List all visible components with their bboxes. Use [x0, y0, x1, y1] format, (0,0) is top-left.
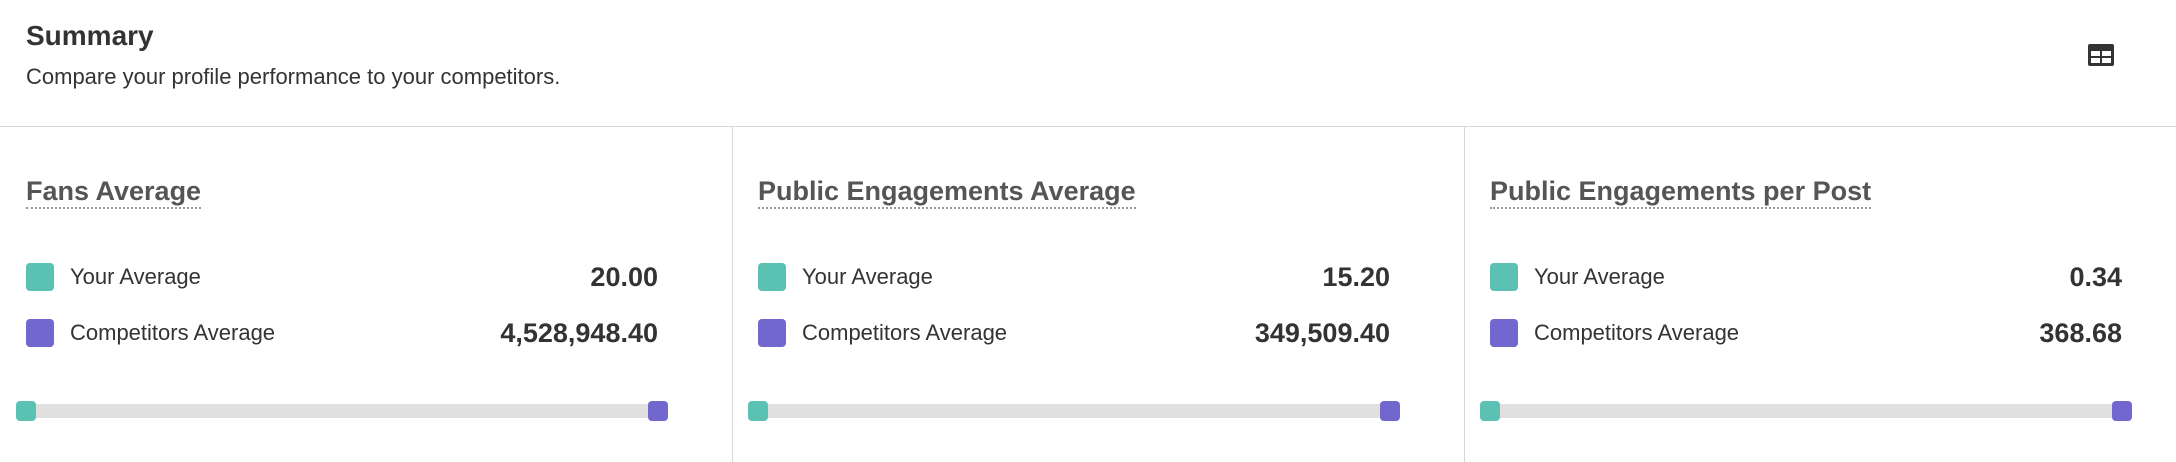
legend-swatch: [758, 319, 786, 347]
table-view-button[interactable]: [2087, 43, 2115, 67]
row-value: 15.20: [1322, 262, 1390, 292]
metric-card: Public Engagements per Post Your Average 0…: [1464, 127, 2176, 462]
divider: [0, 126, 2176, 127]
slider-handle: [1380, 401, 1400, 421]
row-value: 0.34: [2069, 262, 2122, 292]
slider-handle: [16, 401, 36, 421]
card-separator: [732, 127, 733, 462]
row-value: 368.68: [2039, 318, 2122, 348]
slider-handle: [748, 401, 768, 421]
row-label: Your Average: [1534, 264, 1665, 289]
card-title: Fans Average: [26, 175, 202, 209]
card-title: Public Engagements per Post: [1490, 175, 1872, 209]
legend-swatch: [758, 263, 786, 291]
metric-card: Public Engagements Average Your Average 15…: [732, 127, 1464, 462]
slider-handle: [648, 401, 668, 421]
slider-handle: [1480, 401, 1500, 421]
card-title: Public Engagements Average: [758, 175, 1136, 209]
legend-swatch: [1490, 319, 1518, 347]
row-label: Your Average: [70, 264, 201, 289]
metric-card: Fans Average Your Average 20.00 Competitors…: [0, 127, 732, 462]
slider-handle: [2112, 401, 2132, 421]
row-value: 349,509.40: [1254, 318, 1390, 348]
row-label: Competitors Average: [1534, 320, 1740, 345]
row-value: 4,528,948.40: [500, 318, 658, 348]
slider-track: [758, 404, 1390, 418]
legend-swatch: [1490, 263, 1518, 291]
legend-swatch: [26, 263, 54, 291]
row-value: 20.00: [590, 262, 658, 292]
row-label: Competitors Average: [802, 320, 1008, 345]
slider-track: [1490, 404, 2122, 418]
header-subtitle: Compare your profile performance to your…: [26, 64, 561, 89]
slider-track: [26, 404, 658, 418]
header-title: Summary: [26, 20, 154, 51]
row-label: Your Average: [802, 264, 933, 289]
card-separator: [1464, 127, 1465, 462]
legend-swatch: [26, 319, 54, 347]
row-label: Competitors Average: [70, 320, 276, 345]
